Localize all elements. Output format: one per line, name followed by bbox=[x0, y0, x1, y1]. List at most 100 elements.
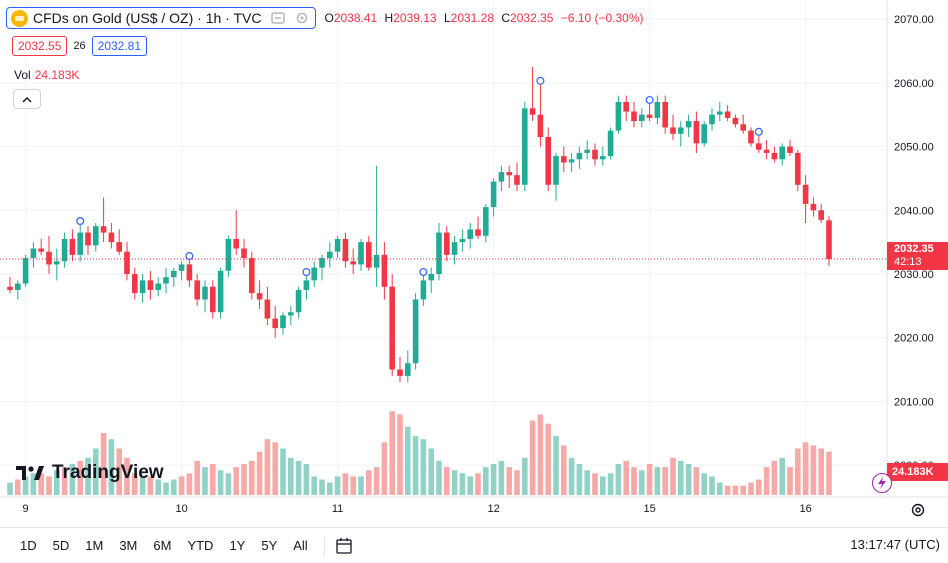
range-all[interactable]: All bbox=[293, 538, 308, 553]
range-5d[interactable]: 5D bbox=[52, 538, 70, 553]
time-tick-label: 10 bbox=[175, 503, 187, 515]
volume-bar bbox=[771, 460, 778, 495]
dividend-marker[interactable] bbox=[645, 95, 654, 104]
volume-bar bbox=[7, 482, 13, 495]
candle bbox=[186, 258, 193, 287]
volume-bar bbox=[498, 460, 505, 495]
utc-clock[interactable]: 13:17:47 (UTC) bbox=[850, 537, 940, 552]
candle bbox=[61, 232, 68, 268]
candle bbox=[389, 273, 395, 376]
volume-bar bbox=[740, 485, 746, 495]
candle bbox=[155, 277, 161, 297]
candle bbox=[397, 356, 403, 383]
volume-legend: Vol 24.183K bbox=[14, 68, 79, 82]
candle bbox=[202, 280, 208, 313]
candle bbox=[514, 162, 520, 192]
volume-bar bbox=[670, 457, 676, 495]
candle bbox=[436, 223, 442, 281]
volume-bar bbox=[85, 457, 91, 495]
volume-bar bbox=[147, 476, 154, 495]
hide-icon[interactable] bbox=[271, 11, 286, 25]
volume-bar bbox=[264, 439, 271, 495]
volume-bar bbox=[366, 470, 372, 495]
flash-icon[interactable] bbox=[872, 473, 892, 493]
dividend-marker[interactable] bbox=[185, 252, 194, 261]
volume-bar bbox=[428, 448, 434, 495]
axis-settings-gear-icon[interactable] bbox=[910, 502, 926, 518]
volume-bar bbox=[795, 448, 801, 495]
candle bbox=[139, 273, 146, 303]
calendar-range-icon[interactable] bbox=[335, 537, 355, 555]
candle bbox=[311, 261, 317, 287]
volume-bar bbox=[810, 445, 817, 495]
time-axis[interactable]: 9 10 11 12 15 16 bbox=[23, 503, 812, 515]
high-label: H bbox=[384, 11, 394, 25]
candle bbox=[233, 210, 239, 255]
volume-bar bbox=[249, 460, 255, 495]
volume-bar bbox=[654, 467, 661, 495]
collapse-legend-button[interactable] bbox=[13, 89, 41, 109]
price-tick-label: 2040.00 bbox=[894, 205, 934, 217]
candle bbox=[685, 114, 692, 137]
volume-bar bbox=[93, 448, 99, 495]
candle bbox=[607, 127, 614, 160]
candle bbox=[249, 251, 255, 300]
range-3m[interactable]: 3M bbox=[119, 538, 138, 553]
volume-bar bbox=[553, 436, 559, 495]
dividend-marker[interactable] bbox=[536, 76, 545, 85]
range-ytd[interactable]: YTD bbox=[187, 538, 214, 553]
tradingview-mark-icon bbox=[16, 466, 44, 480]
candle bbox=[756, 133, 762, 153]
candlestick-chart[interactable]: 2070.00 2060.00 2050.00 2040.00 2030.00 2020.… bbox=[0, 0, 948, 527]
candle bbox=[54, 248, 60, 281]
dividend-marker[interactable] bbox=[76, 217, 85, 226]
volume-bar bbox=[818, 448, 824, 495]
volume-bar bbox=[522, 457, 528, 495]
candle bbox=[818, 203, 824, 224]
sell-price-button[interactable]: 2032.55 bbox=[12, 36, 68, 56]
volume-bar bbox=[280, 448, 286, 495]
candle bbox=[46, 235, 52, 274]
volume-bar bbox=[662, 467, 668, 495]
candle bbox=[498, 165, 505, 192]
candle bbox=[163, 267, 169, 294]
dividend-marker[interactable] bbox=[419, 267, 428, 276]
volume-bar bbox=[15, 479, 21, 495]
volume-bar bbox=[826, 451, 832, 495]
volume-bar bbox=[288, 457, 294, 495]
volume-bar bbox=[701, 473, 707, 495]
volume-bar bbox=[272, 442, 278, 495]
volume-bar bbox=[381, 442, 388, 495]
dividend-marker[interactable] bbox=[302, 267, 311, 276]
legend-header: CFDs on Gold (US$ / OZ) · 1h · TVC O2038… bbox=[6, 6, 648, 30]
volume-bar bbox=[436, 460, 442, 495]
volume-bar bbox=[639, 470, 645, 495]
volume-bar bbox=[256, 451, 263, 495]
candle bbox=[459, 229, 466, 252]
range-1y[interactable]: 1Y bbox=[229, 538, 246, 553]
range-1m[interactable]: 1M bbox=[85, 538, 104, 553]
settings-gear-icon[interactable] bbox=[295, 11, 309, 25]
symbol-title-box[interactable]: CFDs on Gold (US$ / OZ) · 1h · TVC bbox=[6, 7, 317, 29]
candle bbox=[194, 273, 200, 306]
candle bbox=[15, 280, 21, 300]
buy-price-button[interactable]: 2032.81 bbox=[91, 36, 148, 56]
volume-bar bbox=[763, 467, 770, 495]
candle bbox=[334, 235, 341, 259]
range-5y[interactable]: 5Y bbox=[261, 538, 278, 553]
candle bbox=[132, 267, 138, 300]
volume-bar bbox=[678, 460, 684, 495]
volume-label: Vol bbox=[14, 68, 31, 82]
volume-bar bbox=[233, 467, 239, 495]
volume-bar bbox=[30, 473, 37, 495]
volume-bar bbox=[163, 482, 169, 495]
last-price-value: 2032.35 bbox=[894, 243, 934, 255]
dividend-marker[interactable] bbox=[754, 127, 763, 136]
volume-bar bbox=[319, 479, 325, 495]
candle bbox=[795, 149, 801, 192]
volume-bar bbox=[124, 457, 130, 495]
range-6m[interactable]: 6M bbox=[153, 538, 172, 553]
volume-bar bbox=[303, 464, 310, 495]
range-1d[interactable]: 1D bbox=[20, 538, 37, 553]
volume-bar bbox=[732, 485, 739, 495]
